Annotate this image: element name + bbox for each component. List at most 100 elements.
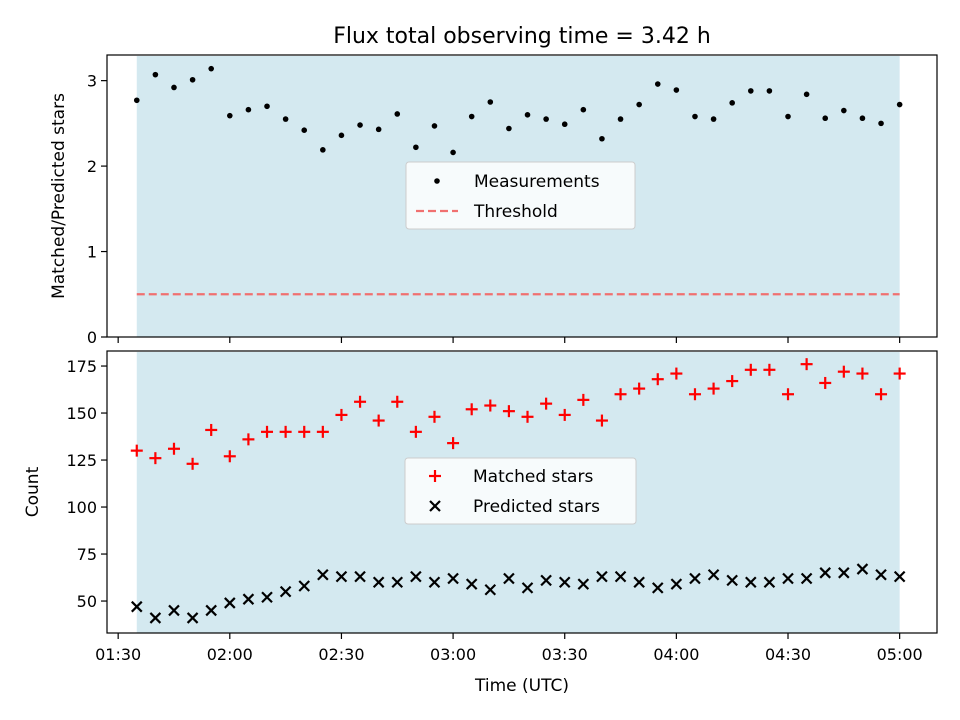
bottom-x-tick-label: 05:00 <box>877 645 923 664</box>
matched-stars-point <box>707 382 720 395</box>
measurement-point <box>673 87 680 93</box>
predicted-stars-point-b <box>707 568 720 581</box>
predicted-stars-point <box>726 574 738 587</box>
top-plot-frame <box>106 54 938 338</box>
matched-stars-point <box>354 395 367 408</box>
bottom-x-tick-label: 03:30 <box>542 645 588 664</box>
matched-stars-point <box>428 410 441 423</box>
predicted-stars-point <box>614 570 627 583</box>
predicted-stars-point <box>838 567 850 579</box>
measurement-point <box>747 88 754 94</box>
predicted-stars-point <box>279 585 292 598</box>
measurement-point <box>803 91 810 98</box>
matched-stars-point <box>391 395 404 408</box>
predicted-stars-point <box>317 568 329 581</box>
matched-stars-point <box>875 388 888 401</box>
matched-stars-point <box>502 405 515 418</box>
matched-stars-point <box>279 425 292 438</box>
measurement-point <box>543 116 549 122</box>
predicted-stars-point <box>335 570 348 583</box>
matched-stars-point <box>465 403 478 416</box>
predicted-stars-point-b <box>372 576 385 589</box>
bottom-x-tick-label: 04:00 <box>653 645 699 664</box>
matched-stars-point <box>633 382 646 395</box>
matched-stars-legend-label: Matched stars <box>473 467 593 487</box>
matched-stars-legend-marker <box>429 470 441 482</box>
measurement-point <box>301 127 308 133</box>
predicted-stars-point-b <box>465 578 478 590</box>
top-chart-title: Flux total observing time = 3.42 h <box>333 24 711 49</box>
matched-stars-point <box>558 408 571 421</box>
predicted-stars-point-b <box>168 604 180 617</box>
predicted-stars-point <box>354 570 366 583</box>
matched-stars-points <box>130 358 906 470</box>
matched-stars-point <box>688 388 701 401</box>
predicted-stars-point <box>465 578 478 590</box>
predicted-stars-point <box>521 582 534 594</box>
matched-stars-point <box>298 425 311 438</box>
top-panel: 0 1 2 3 Matched/Predicted stars Measurement… <box>49 54 938 347</box>
predicted-stars-point-b <box>875 568 887 581</box>
predicted-stars-point <box>856 563 869 575</box>
bottom-plot-frame <box>106 350 938 634</box>
predicted-stars-point-b <box>205 604 217 617</box>
measurement-point <box>245 106 252 113</box>
matched-stars-point <box>595 414 608 427</box>
bottom-x-tick-label: 02:30 <box>318 645 364 664</box>
predicted-stars-legend-marker <box>429 500 441 512</box>
predicted-stars-point <box>503 572 515 585</box>
measurement-points <box>133 65 903 156</box>
predicted-stars-point <box>168 604 180 617</box>
predicted-stars-point-b <box>354 570 366 583</box>
measurement-point <box>413 144 419 151</box>
predicted-stars-point <box>707 568 720 581</box>
matched-stars-point <box>521 410 534 423</box>
measurements-legend-label: Measurements <box>474 172 600 192</box>
matched-stars-point <box>484 399 497 412</box>
predicted-stars-point <box>205 604 217 617</box>
predicted-stars-point-b <box>149 612 162 624</box>
measurement-point <box>710 116 717 122</box>
predicted-stars-point <box>651 582 664 594</box>
predicted-stars-point <box>800 572 813 585</box>
measurement-point <box>785 113 791 120</box>
measurement-point <box>841 107 847 114</box>
bottom-y-tick-label: 50 <box>77 592 97 611</box>
predicted-stars-point-b <box>726 574 738 587</box>
predicted-stars-point-b <box>689 572 701 585</box>
predicted-stars-point-b <box>298 580 311 592</box>
predicted-stars-point-b <box>577 578 590 590</box>
bottom-y-ticks: 50 75 100 125 150 175 <box>66 357 107 611</box>
matched-stars-point <box>893 367 906 380</box>
matched-stars-point <box>242 433 255 446</box>
predicted-stars-point <box>782 572 794 585</box>
measurement-point <box>468 113 475 120</box>
matched-stars-point <box>577 393 590 406</box>
predicted-stars-point <box>577 578 590 590</box>
predicted-stars-point-b <box>521 582 534 594</box>
measurements-legend-marker <box>434 178 440 184</box>
measurement-point <box>896 101 903 108</box>
measurement-point <box>227 112 233 119</box>
top-y-ticks: 0 1 2 3 <box>87 72 107 347</box>
measurement-point <box>189 76 196 83</box>
bottom-x-tick-label: 03:00 <box>430 645 476 664</box>
measurement-point <box>766 88 773 94</box>
predicted-stars-legend-label: Predicted stars <box>473 497 600 517</box>
predicted-stars-point-b <box>130 600 143 613</box>
measurement-point <box>617 116 624 122</box>
matched-stars-point <box>149 452 162 465</box>
top-x-ticks <box>117 337 901 343</box>
matched-stars-point <box>782 388 795 401</box>
x-axis-label: Time (UTC) <box>474 676 569 696</box>
predicted-stars-point-b <box>391 576 404 589</box>
matched-stars-point <box>819 376 832 389</box>
measurement-point <box>636 101 642 108</box>
bottom-y-axis-label: Count <box>23 466 43 517</box>
predicted-stars-point <box>540 574 552 587</box>
predicted-stars-point-b <box>335 570 348 583</box>
bottom-legend: Matched stars Predicted stars <box>404 457 637 525</box>
measurement-point <box>729 100 735 106</box>
predicted-stars-point <box>875 568 887 581</box>
predicted-stars-point-b <box>484 583 497 596</box>
